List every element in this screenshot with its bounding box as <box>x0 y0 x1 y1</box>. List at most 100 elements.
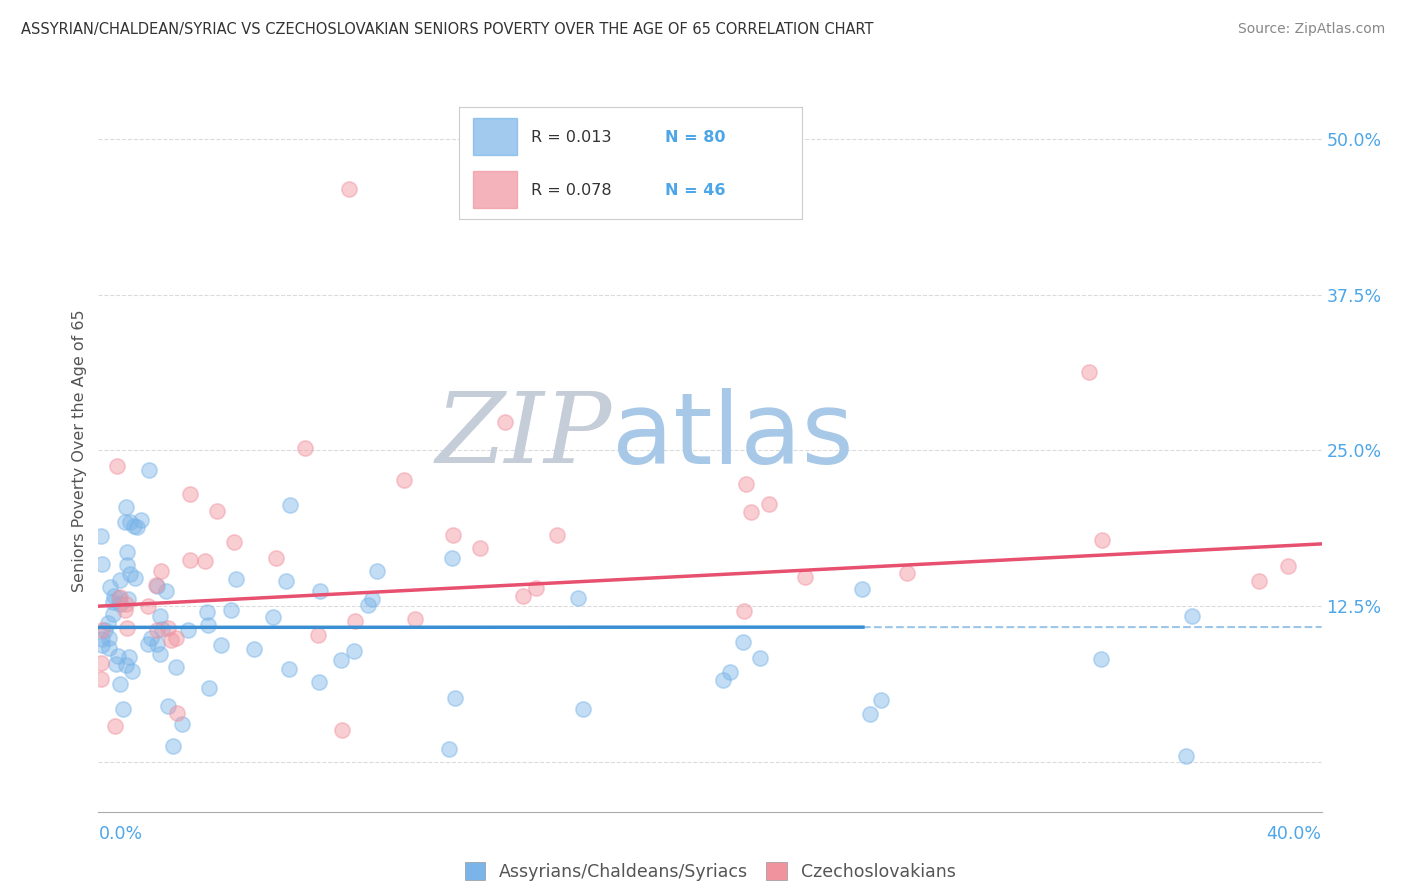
Point <box>96 616 118 631</box>
Point <box>146 637 169 651</box>
Point <box>209 638 232 652</box>
Point <box>343 615 366 629</box>
Point <box>104 718 127 732</box>
Point <box>114 603 136 617</box>
Point <box>758 497 780 511</box>
Point <box>100 580 122 594</box>
Point <box>97 641 120 656</box>
Point <box>179 553 201 567</box>
Point <box>108 677 131 691</box>
Point <box>404 612 426 626</box>
Point <box>127 520 149 534</box>
Point <box>146 623 169 637</box>
Point <box>108 591 131 605</box>
Point <box>155 584 177 599</box>
Point <box>129 513 152 527</box>
Point <box>157 621 180 635</box>
Text: ASSYRIAN/CHALDEAN/SYRIAC VS CZECHOSLOVAKIAN SENIORS POVERTY OVER THE AGE OF 65 C: ASSYRIAN/CHALDEAN/SYRIAC VS CZECHOSLOVAK… <box>21 22 873 37</box>
Point <box>225 572 247 586</box>
Point <box>733 635 755 649</box>
Point <box>101 595 124 609</box>
Text: Source: ZipAtlas.com: Source: ZipAtlas.com <box>1237 22 1385 37</box>
Point <box>194 554 217 568</box>
Point <box>437 742 460 756</box>
Point <box>94 623 117 637</box>
Point <box>149 647 172 661</box>
Point <box>121 664 143 678</box>
Y-axis label: Seniors Poverty Over the Age of 65: Seniors Poverty Over the Age of 65 <box>72 310 87 591</box>
Point <box>494 416 516 430</box>
Point <box>179 487 201 501</box>
Point <box>278 498 301 512</box>
Point <box>870 692 893 706</box>
Point <box>149 608 172 623</box>
Point <box>108 597 131 611</box>
Point <box>150 565 173 579</box>
Point <box>138 463 160 477</box>
Point <box>91 623 114 637</box>
Point <box>98 632 121 646</box>
Point <box>896 566 918 580</box>
Point <box>468 541 491 556</box>
Point <box>90 632 112 647</box>
Text: atlas: atlas <box>612 387 853 484</box>
Point <box>118 650 141 665</box>
Point <box>1181 609 1204 624</box>
Point <box>794 570 817 584</box>
Point <box>366 564 388 578</box>
Point <box>1077 365 1099 379</box>
Point <box>263 610 285 624</box>
Text: ZIP: ZIP <box>436 388 612 483</box>
Point <box>337 182 360 196</box>
Point <box>1174 748 1197 763</box>
Point <box>114 597 136 611</box>
Point <box>294 441 316 455</box>
Point <box>197 618 219 632</box>
Point <box>115 658 138 673</box>
Point <box>440 550 463 565</box>
Point <box>120 515 142 529</box>
Point <box>105 459 128 474</box>
Point <box>117 592 139 607</box>
Point <box>308 675 330 690</box>
Point <box>91 639 114 653</box>
Point <box>122 519 145 533</box>
Point <box>136 599 159 614</box>
Point <box>309 583 332 598</box>
Point <box>139 631 162 645</box>
Point <box>276 574 298 588</box>
Point <box>104 657 127 671</box>
Text: 40.0%: 40.0% <box>1267 825 1322 843</box>
Point <box>1091 533 1114 547</box>
Point <box>443 690 465 705</box>
Point <box>859 707 882 722</box>
Point <box>329 653 352 667</box>
Point <box>307 628 329 642</box>
Point <box>107 649 129 664</box>
Point <box>571 702 593 716</box>
Point <box>524 581 547 595</box>
Point <box>103 590 125 604</box>
Point <box>394 473 416 487</box>
Point <box>361 592 384 607</box>
Point <box>103 607 125 621</box>
Point <box>110 573 132 587</box>
Point <box>90 529 112 543</box>
Point <box>120 567 142 582</box>
Point <box>136 637 159 651</box>
Point <box>546 528 568 542</box>
Point <box>90 672 112 686</box>
Point <box>156 698 179 713</box>
Point <box>735 477 758 491</box>
Point <box>342 644 364 658</box>
Point <box>512 590 534 604</box>
Point <box>117 558 139 573</box>
Point <box>718 665 741 679</box>
Point <box>124 571 146 585</box>
Point <box>221 603 243 617</box>
Point <box>1090 651 1112 665</box>
Point <box>748 651 770 665</box>
Point <box>170 716 193 731</box>
Point <box>90 656 112 670</box>
Point <box>166 706 188 720</box>
